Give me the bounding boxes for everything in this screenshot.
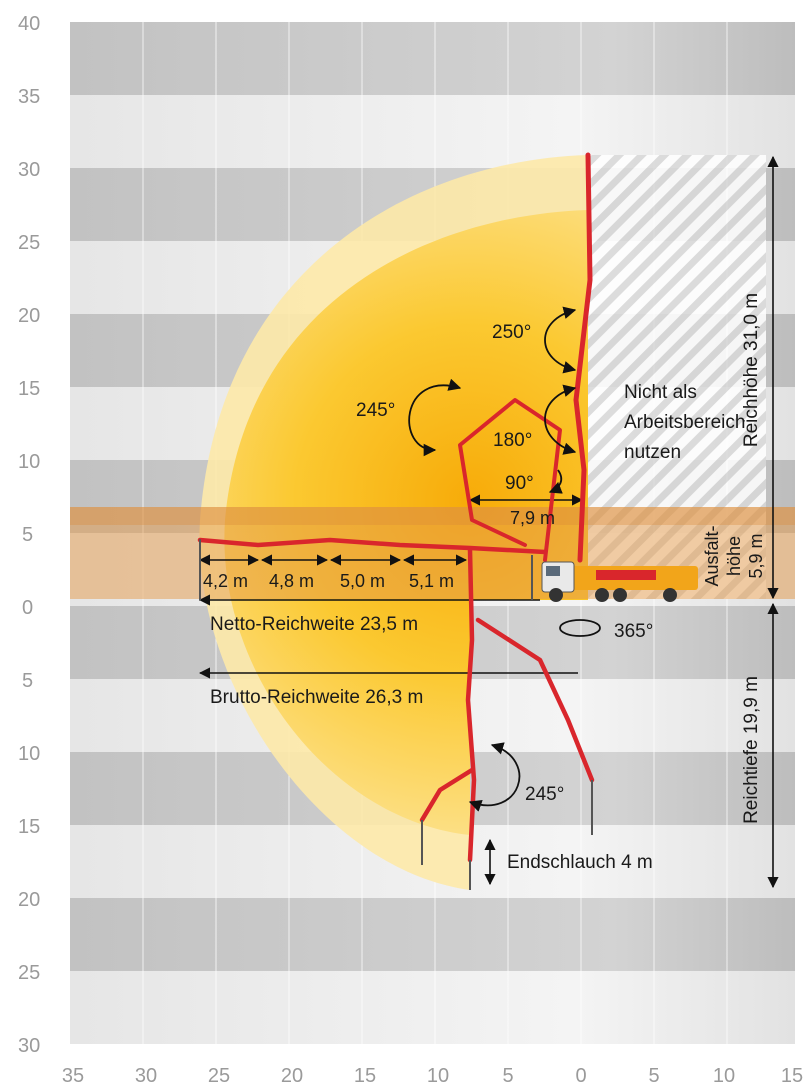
boom-horizontal xyxy=(197,537,548,601)
y-tick-label: 25 xyxy=(18,962,40,984)
x-tick-label: 15 xyxy=(781,1065,803,1087)
reach-height-label: Reichhöhe 31,0 m xyxy=(741,293,762,447)
y-axis: 40 35 30 25 20 15 10 5 0 5 10 15 20 25 3… xyxy=(18,13,40,1057)
x-tick-label: 10 xyxy=(713,1065,735,1087)
x-tick-label: 10 xyxy=(427,1065,449,1087)
net-reach-label: Netto-Reichweite 23,5 m xyxy=(210,614,418,635)
y-tick-label: 30 xyxy=(18,159,40,181)
x-axis: 35 30 25 20 15 10 5 0 5 10 15 xyxy=(62,1065,803,1087)
no-work-area-label-3: nutzen xyxy=(624,442,681,463)
segment-width-label: 5,1 m xyxy=(409,571,454,591)
y-tick-label: 20 xyxy=(18,889,40,911)
rotation-label: 365° xyxy=(614,621,653,642)
y-tick-label: 20 xyxy=(18,305,40,327)
gross-reach-label: Brutto-Reichweite 26,3 m xyxy=(210,687,423,708)
x-tick-label: 15 xyxy=(354,1065,376,1087)
y-tick-label: 15 xyxy=(18,378,40,400)
fold-width-label: 7,9 m xyxy=(510,508,555,528)
x-tick-label: 30 xyxy=(135,1065,157,1087)
angle-90-label: 90° xyxy=(505,473,534,494)
end-hose-label: Endschlauch 4 m xyxy=(507,852,653,873)
y-tick-label: 35 xyxy=(18,86,40,108)
x-tick-label: 20 xyxy=(281,1065,303,1087)
y-tick-label: 30 xyxy=(18,1035,40,1057)
y-tick-label: 0 xyxy=(22,597,33,619)
x-tick-label: 25 xyxy=(208,1065,230,1087)
y-tick-label: 5 xyxy=(22,670,33,692)
segment-width-label: 4,2 m xyxy=(203,571,248,591)
reach-depth-label: Reichtiefe 19,9 m xyxy=(741,676,762,824)
y-tick-label: 15 xyxy=(18,816,40,838)
segment-width-label: 5,0 m xyxy=(340,571,385,591)
x-tick-label: 0 xyxy=(575,1065,586,1087)
no-work-area-label-1: Nicht als xyxy=(624,382,697,403)
boom-hoses xyxy=(421,555,593,890)
reach-lines xyxy=(198,494,584,679)
x-tick-label: 5 xyxy=(648,1065,659,1087)
x-tick-label: 5 xyxy=(502,1065,513,1087)
y-tick-label: 40 xyxy=(18,13,40,35)
no-work-area-label-2: Arbeitsbereich xyxy=(624,412,745,433)
rotation-arrows xyxy=(408,306,601,812)
unfold-height-value: 5,9 m xyxy=(746,533,766,578)
y-tick-label: 25 xyxy=(18,232,40,254)
y-tick-label: 10 xyxy=(18,451,40,473)
y-tick-label: 5 xyxy=(22,524,33,546)
dimension-lines xyxy=(484,155,779,889)
angle-250-label: 250° xyxy=(492,322,531,343)
unfold-height-label-2: höhe xyxy=(724,536,744,576)
unfold-height-label-1: Ausfalt- xyxy=(702,525,722,586)
y-tick-label: 10 xyxy=(18,743,40,765)
truck xyxy=(541,561,698,602)
segment-width-label: 4,8 m xyxy=(269,571,314,591)
boom-folded xyxy=(458,398,562,562)
angle-245-bottom-label: 245° xyxy=(525,784,564,805)
angle-245-top-label: 245° xyxy=(356,400,395,421)
x-tick-label: 35 xyxy=(62,1065,84,1087)
angle-180-label: 180° xyxy=(493,430,532,451)
unfold-band-top xyxy=(70,507,795,525)
